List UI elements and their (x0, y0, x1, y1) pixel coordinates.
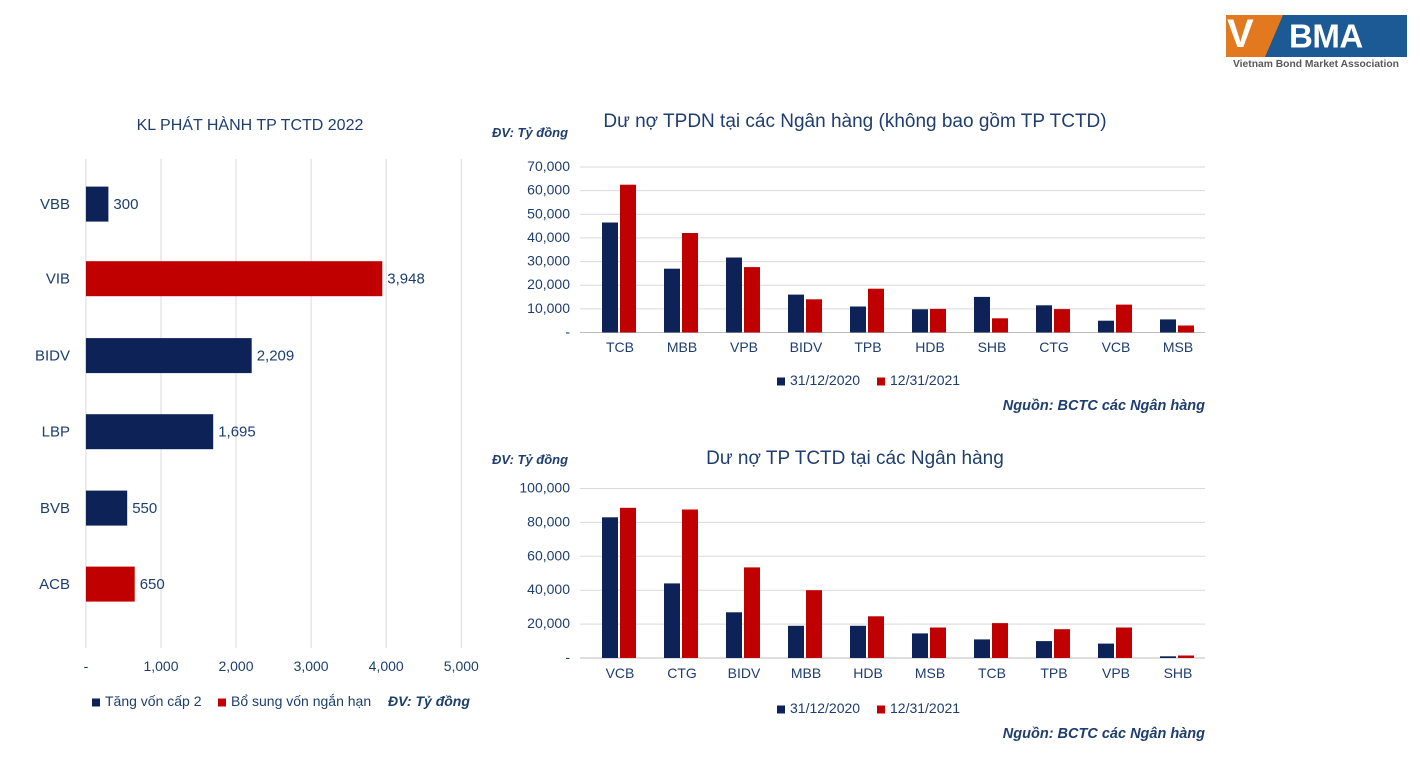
svg-text:Tăng vốn cấp 2: Tăng vốn cấp 2 (105, 693, 202, 709)
svg-text:-: - (565, 649, 570, 665)
svg-text:ĐV: Tỷ đồng: ĐV: Tỷ đồng (492, 452, 568, 467)
svg-text:TPB: TPB (1040, 665, 1067, 681)
svg-text:80,000: 80,000 (527, 513, 570, 529)
svg-text:BMA: BMA (1289, 18, 1363, 55)
svg-text:Nguồn: BCTC các Ngân hàng: Nguồn: BCTC các Ngân hàng (1003, 398, 1205, 414)
svg-text:TCB: TCB (978, 665, 1006, 681)
svg-text:550: 550 (132, 500, 157, 517)
svg-text:5,000: 5,000 (444, 658, 479, 674)
svg-text:BIDV: BIDV (728, 665, 761, 681)
svg-text:300: 300 (113, 196, 138, 213)
svg-text:70,000: 70,000 (527, 158, 570, 174)
svg-text:1,695: 1,695 (218, 424, 256, 441)
svg-text:31/12/2020: 31/12/2020 (790, 372, 860, 388)
svg-text:TCB: TCB (606, 339, 634, 355)
svg-text:Dư nợ TP TCTD tại các Ngân hàn: Dư nợ TP TCTD tại các Ngân hàng (706, 448, 1004, 469)
svg-text:4,000: 4,000 (369, 658, 404, 674)
svg-text:CTG: CTG (667, 665, 697, 681)
svg-text:BIDV: BIDV (790, 339, 823, 355)
svg-text:MBB: MBB (667, 339, 697, 355)
svg-text:1,000: 1,000 (143, 658, 178, 674)
svg-text:MSB: MSB (1163, 339, 1193, 355)
svg-text:Bổ sung vốn ngắn hạn: Bổ sung vốn ngắn hạn (231, 693, 371, 709)
svg-text:12/31/2021: 12/31/2021 (890, 372, 960, 388)
svg-text:2,000: 2,000 (218, 658, 253, 674)
svg-text:-: - (565, 324, 570, 340)
svg-text:Nguồn: BCTC các Ngân hàng: Nguồn: BCTC các Ngân hàng (1003, 726, 1205, 742)
svg-text:KL PHÁT HÀNH TP TCTD 2022: KL PHÁT HÀNH TP TCTD 2022 (137, 115, 364, 134)
svg-text:60,000: 60,000 (527, 182, 570, 198)
svg-text:100,000: 100,000 (519, 480, 570, 496)
svg-text:-: - (84, 658, 89, 674)
svg-text:10,000: 10,000 (527, 300, 570, 316)
svg-text:VBB: VBB (40, 196, 70, 213)
svg-text:3,000: 3,000 (294, 658, 329, 674)
svg-text:ĐV: Tỷ đồng: ĐV: Tỷ đồng (388, 693, 470, 709)
svg-text:60,000: 60,000 (527, 547, 570, 563)
svg-text:Dư nợ TPDN tại các Ngân hàng (: Dư nợ TPDN tại các Ngân hàng (không bao … (603, 111, 1106, 132)
svg-text:V: V (1227, 15, 1254, 56)
svg-text:VCB: VCB (1102, 339, 1131, 355)
svg-text:MSB: MSB (915, 665, 945, 681)
svg-text:12/31/2021: 12/31/2021 (890, 700, 960, 716)
svg-text:40,000: 40,000 (527, 581, 570, 597)
svg-text:650: 650 (140, 576, 165, 593)
svg-text:31/12/2020: 31/12/2020 (790, 700, 860, 716)
svg-text:VIB: VIB (46, 271, 70, 288)
svg-text:HDB: HDB (915, 339, 945, 355)
svg-text:BIDV: BIDV (35, 348, 70, 365)
svg-text:VCB: VCB (606, 665, 635, 681)
svg-text:40,000: 40,000 (527, 229, 570, 245)
svg-text:ĐV: Tỷ đồng: ĐV: Tỷ đồng (492, 125, 568, 140)
svg-text:BVB: BVB (40, 500, 70, 517)
svg-text:CTG: CTG (1039, 339, 1069, 355)
svg-text:50,000: 50,000 (527, 205, 570, 221)
svg-text:2,209: 2,209 (257, 348, 295, 365)
svg-text:VPB: VPB (730, 339, 758, 355)
svg-text:30,000: 30,000 (527, 253, 570, 269)
svg-text:SHB: SHB (1164, 665, 1193, 681)
svg-text:3,948: 3,948 (387, 271, 425, 288)
svg-text:HDB: HDB (853, 665, 883, 681)
svg-text:SHB: SHB (978, 339, 1007, 355)
svg-text:MBB: MBB (791, 665, 821, 681)
svg-text:LBP: LBP (42, 424, 70, 441)
svg-text:VPB: VPB (1102, 665, 1130, 681)
svg-text:ACB: ACB (39, 576, 70, 593)
svg-text:20,000: 20,000 (527, 276, 570, 292)
svg-text:20,000: 20,000 (527, 615, 570, 631)
svg-text:TPB: TPB (854, 339, 881, 355)
